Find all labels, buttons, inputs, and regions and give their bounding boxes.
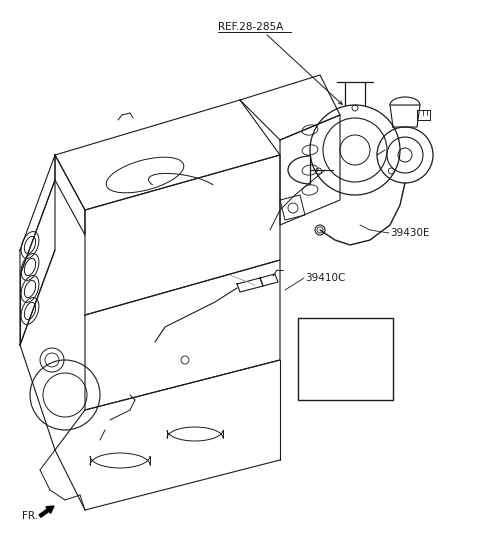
Text: 39430E: 39430E <box>390 228 430 238</box>
Text: FR.: FR. <box>22 511 38 521</box>
Text: REF.28-285A: REF.28-285A <box>218 22 283 32</box>
Bar <box>298 318 393 400</box>
FancyArrow shape <box>39 506 54 517</box>
Text: 39410C: 39410C <box>305 273 346 283</box>
Polygon shape <box>336 356 356 360</box>
Polygon shape <box>340 384 350 390</box>
Polygon shape <box>336 348 355 356</box>
Text: 1140EJ: 1140EJ <box>327 323 363 333</box>
Polygon shape <box>340 360 350 384</box>
